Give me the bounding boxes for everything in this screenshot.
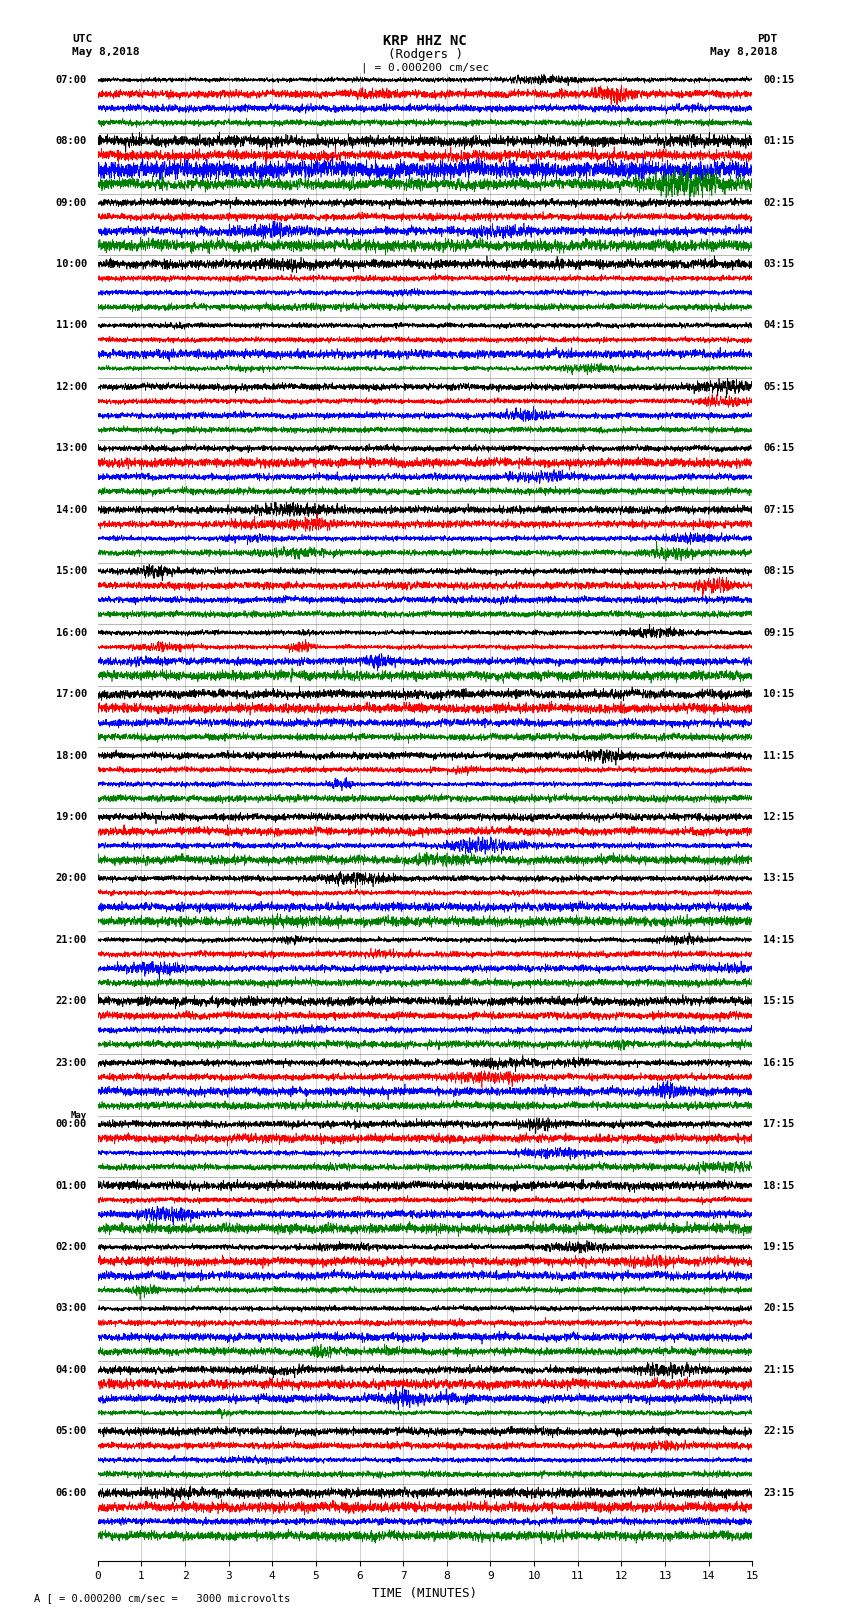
Text: 15:00: 15:00 — [55, 566, 87, 576]
Text: 22:00: 22:00 — [55, 997, 87, 1007]
Text: 11:15: 11:15 — [763, 750, 795, 761]
Text: 22:15: 22:15 — [763, 1426, 795, 1436]
Text: 04:15: 04:15 — [763, 321, 795, 331]
Text: May: May — [71, 1111, 87, 1119]
Text: 16:00: 16:00 — [55, 627, 87, 637]
Text: 19:15: 19:15 — [763, 1242, 795, 1252]
Text: 12:15: 12:15 — [763, 811, 795, 823]
Text: 00:00: 00:00 — [55, 1119, 87, 1129]
Text: 17:15: 17:15 — [763, 1119, 795, 1129]
Text: 07:15: 07:15 — [763, 505, 795, 515]
Text: 10:00: 10:00 — [55, 260, 87, 269]
Text: 09:00: 09:00 — [55, 198, 87, 208]
Text: 18:00: 18:00 — [55, 750, 87, 761]
Text: 23:15: 23:15 — [763, 1487, 795, 1498]
Text: 21:15: 21:15 — [763, 1365, 795, 1374]
Text: 14:15: 14:15 — [763, 936, 795, 945]
Text: 14:00: 14:00 — [55, 505, 87, 515]
Text: 13:15: 13:15 — [763, 873, 795, 884]
Text: 09:15: 09:15 — [763, 627, 795, 637]
Text: 19:00: 19:00 — [55, 811, 87, 823]
Text: 13:00: 13:00 — [55, 444, 87, 453]
Text: 06:00: 06:00 — [55, 1487, 87, 1498]
Text: 16:15: 16:15 — [763, 1058, 795, 1068]
Text: 23:00: 23:00 — [55, 1058, 87, 1068]
Text: 02:00: 02:00 — [55, 1242, 87, 1252]
Text: 20:00: 20:00 — [55, 873, 87, 884]
Text: 10:15: 10:15 — [763, 689, 795, 698]
Text: (Rodgers ): (Rodgers ) — [388, 48, 462, 61]
Text: 05:00: 05:00 — [55, 1426, 87, 1436]
Text: 03:15: 03:15 — [763, 260, 795, 269]
Text: PDT: PDT — [757, 34, 778, 44]
Text: 15:15: 15:15 — [763, 997, 795, 1007]
Text: 21:00: 21:00 — [55, 936, 87, 945]
Text: 20:15: 20:15 — [763, 1303, 795, 1313]
Text: 06:15: 06:15 — [763, 444, 795, 453]
Text: 01:00: 01:00 — [55, 1181, 87, 1190]
Text: 00:15: 00:15 — [763, 74, 795, 85]
Text: UTC: UTC — [72, 34, 93, 44]
Text: 03:00: 03:00 — [55, 1303, 87, 1313]
Text: 11:00: 11:00 — [55, 321, 87, 331]
Text: 05:15: 05:15 — [763, 382, 795, 392]
Text: 07:00: 07:00 — [55, 74, 87, 85]
Text: 08:00: 08:00 — [55, 135, 87, 147]
Text: 02:15: 02:15 — [763, 198, 795, 208]
Text: 17:00: 17:00 — [55, 689, 87, 698]
Text: 04:00: 04:00 — [55, 1365, 87, 1374]
Text: May 8,2018: May 8,2018 — [72, 47, 139, 56]
Text: KRP HHZ NC: KRP HHZ NC — [383, 34, 467, 48]
Text: 01:15: 01:15 — [763, 135, 795, 147]
Text: May 8,2018: May 8,2018 — [711, 47, 778, 56]
Text: | = 0.000200 cm/sec: | = 0.000200 cm/sec — [361, 63, 489, 74]
Text: 12:00: 12:00 — [55, 382, 87, 392]
Text: A [ = 0.000200 cm/sec =   3000 microvolts: A [ = 0.000200 cm/sec = 3000 microvolts — [34, 1594, 290, 1603]
Text: 18:15: 18:15 — [763, 1181, 795, 1190]
Text: 08:15: 08:15 — [763, 566, 795, 576]
X-axis label: TIME (MINUTES): TIME (MINUTES) — [372, 1587, 478, 1600]
